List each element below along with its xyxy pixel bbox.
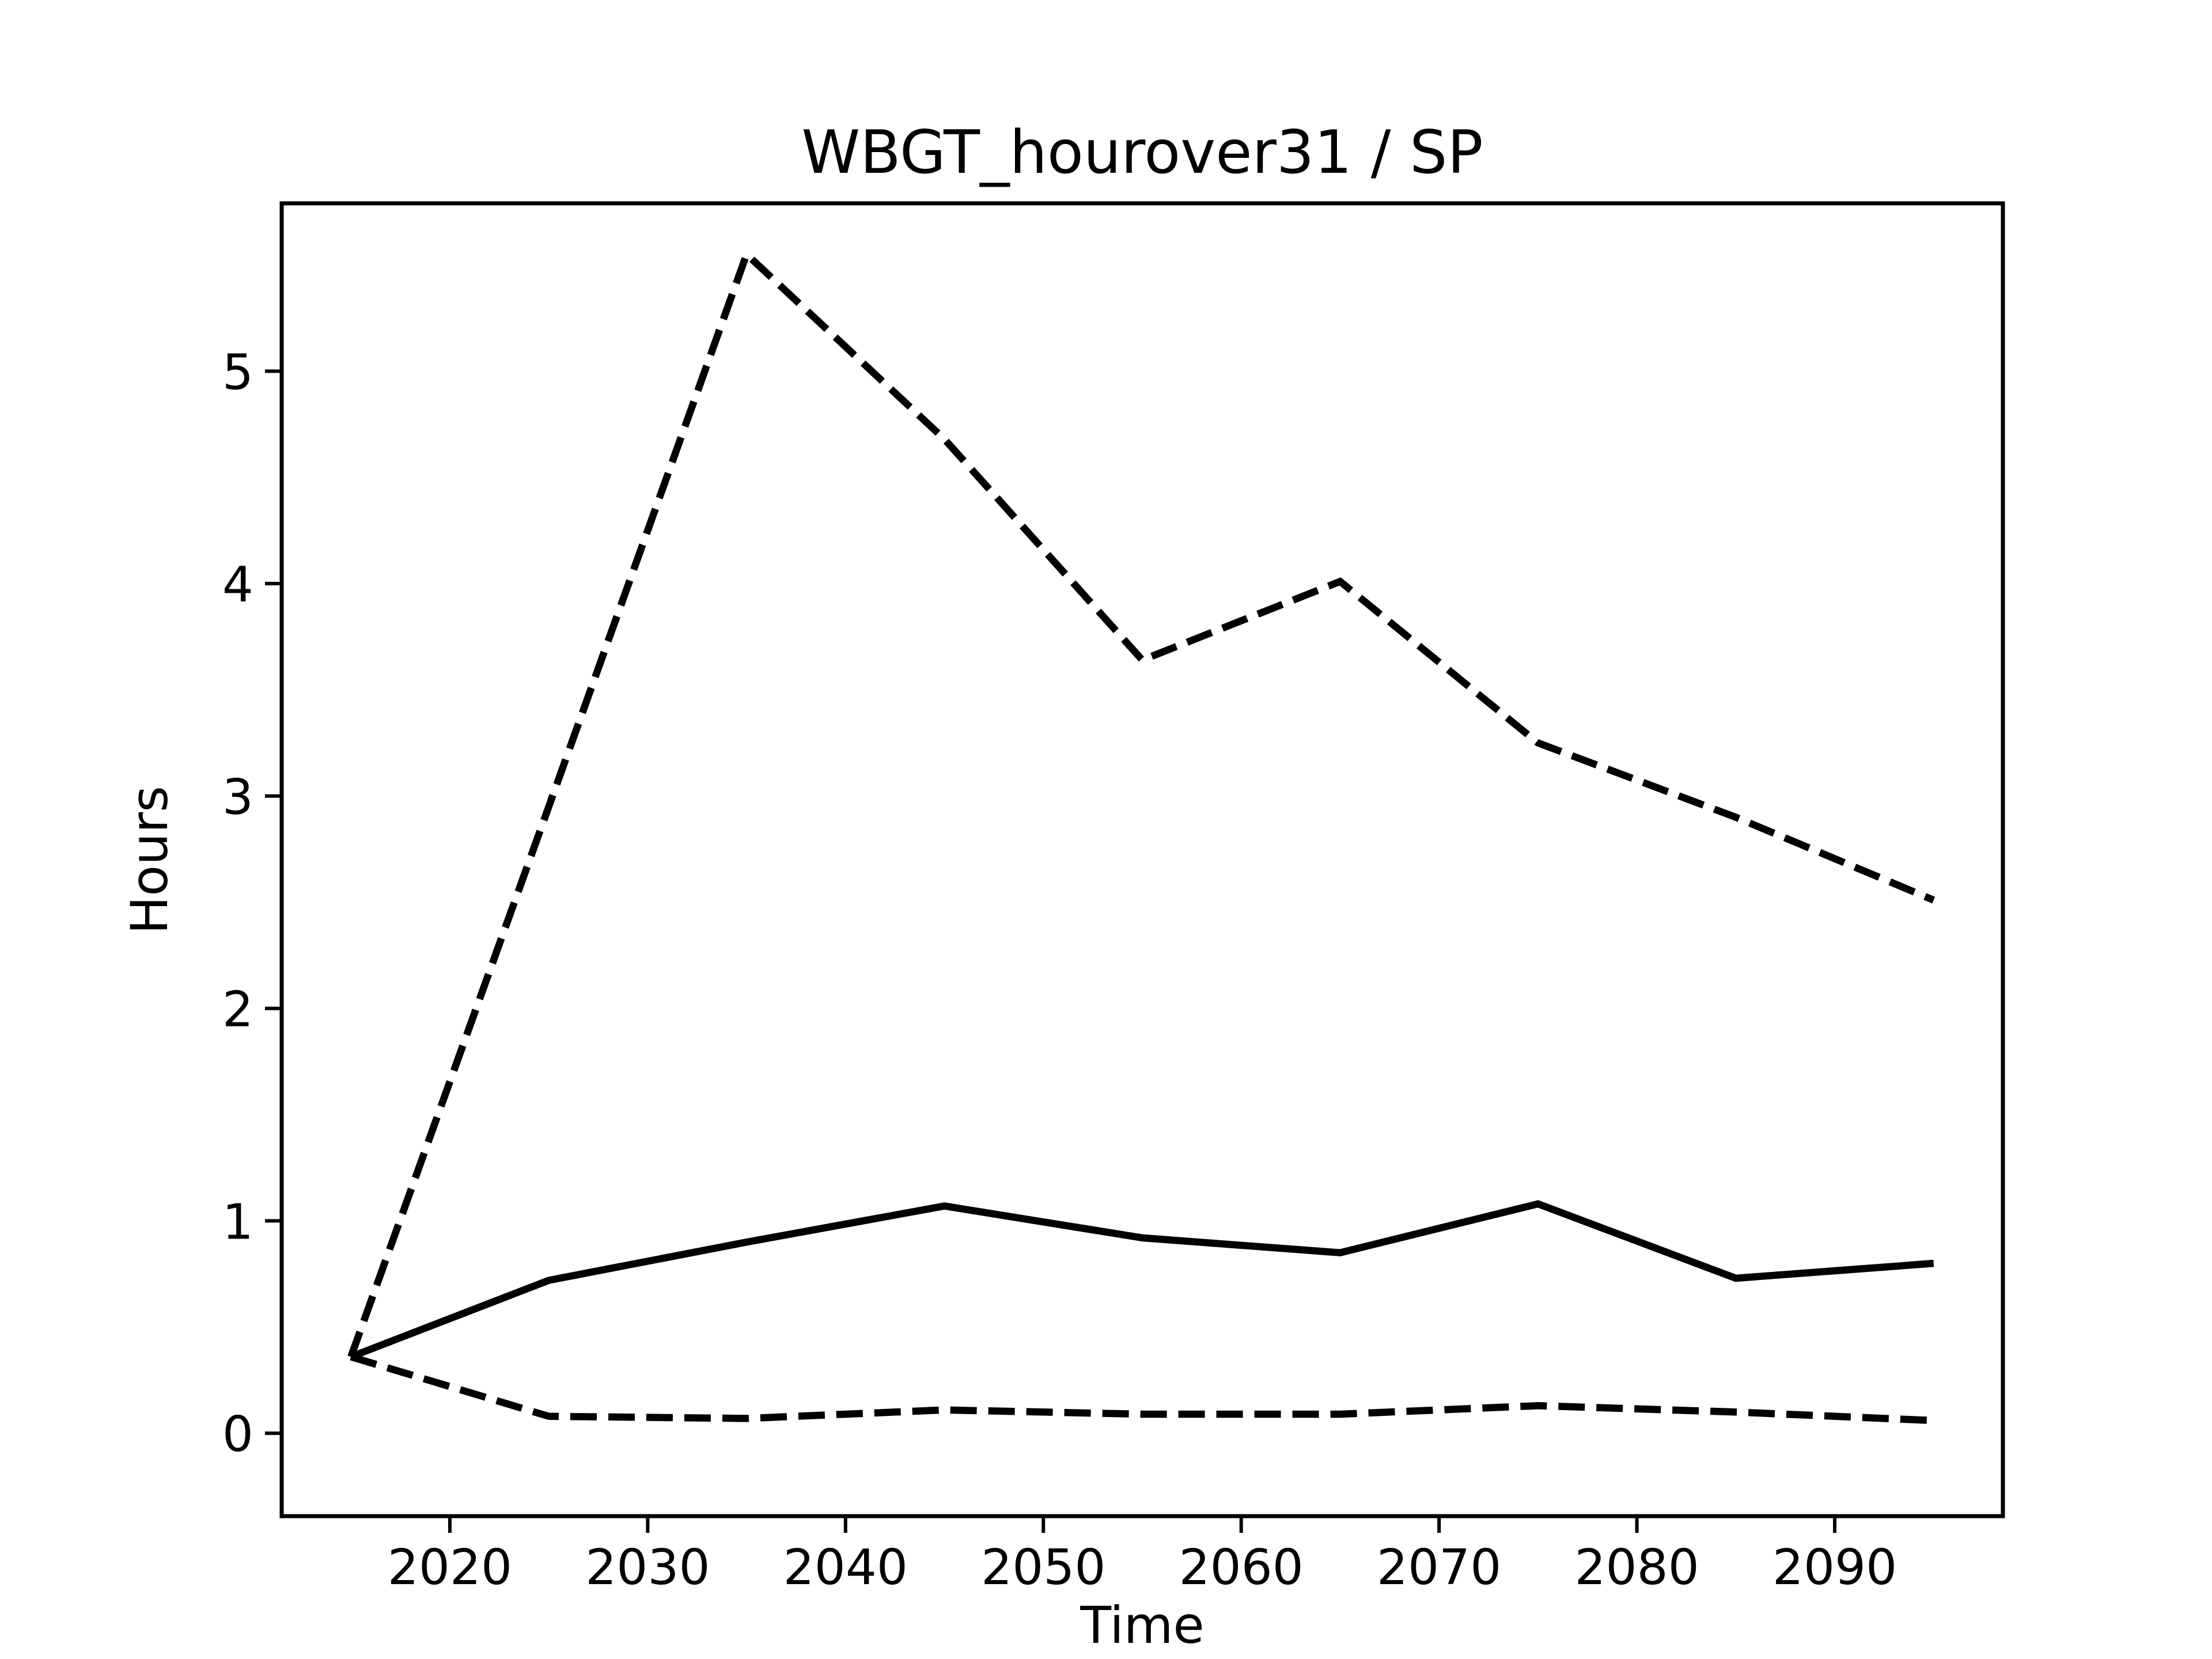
series-lower-dashed-line [350, 1353, 1934, 1425]
chart-title: WBGT_hourover31 / SP [801, 118, 1483, 187]
axis-ticks: 2020 2030 2040 2050 2060 2070 2080 2090 0 1 2 3 4 5 [222, 344, 1897, 1596]
y-tick-label-0: 0 [222, 1406, 253, 1463]
x-tick-label-2070: 2070 [1377, 1539, 1501, 1596]
x-tick-label-2080: 2080 [1574, 1539, 1699, 1596]
x-axis-label: Time [1080, 1596, 1204, 1655]
y-tick-label-4: 4 [222, 556, 253, 613]
x-tick-label-2040: 2040 [783, 1539, 908, 1596]
data-series [347, 248, 1936, 1425]
x-tick-label-2060: 2060 [1179, 1539, 1304, 1596]
y-tick-label-1: 1 [222, 1194, 253, 1251]
series-solid-middle-line [349, 1200, 1934, 1361]
y-tick-label-5: 5 [222, 344, 253, 401]
x-tick-label-2030: 2030 [585, 1539, 710, 1596]
plot-border [279, 201, 2005, 1518]
y-tick-label-3: 3 [222, 769, 253, 826]
x-tick-label-2090: 2090 [1772, 1539, 1897, 1596]
y-tick-label-2: 2 [222, 982, 253, 1039]
x-tick-label-2050: 2050 [981, 1539, 1105, 1596]
x-tick-label-2020: 2020 [388, 1539, 512, 1596]
series-upper-dashed-line [347, 248, 1936, 1358]
y-axis-label: Hours [120, 786, 179, 934]
